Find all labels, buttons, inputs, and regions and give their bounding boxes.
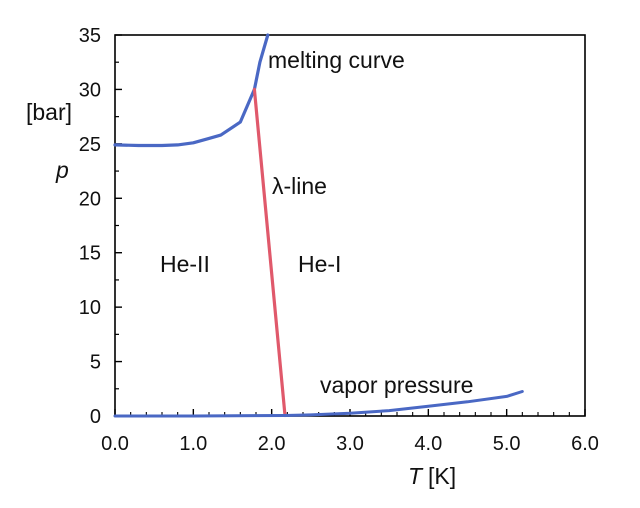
x-tick-label: 5.0 <box>493 433 521 455</box>
y-tick-label: 30 <box>79 79 101 101</box>
x-tick-label: 6.0 <box>571 433 599 455</box>
he2-region-label: He-II <box>160 251 210 277</box>
x-axis-tick-labels: 0.0 1.0 2.0 3.0 4.0 5.0 6.0 <box>101 433 599 455</box>
series-layer <box>113 33 524 418</box>
x-tick-label: 0.0 <box>101 433 129 455</box>
x-tick-label: 1.0 <box>179 433 207 455</box>
x-axis-symbol-label: T <box>408 463 424 489</box>
melting-curve-label: melting curve <box>268 47 405 73</box>
lambda-series-line <box>252 87 287 418</box>
x-axis-unit-label: [K] <box>428 463 456 489</box>
y-tick-label: 20 <box>79 188 101 210</box>
melting-series-line <box>113 33 270 148</box>
x-tick-label: 4.0 <box>414 433 442 455</box>
x-tick-label: 2.0 <box>258 433 286 455</box>
y-tick-label: 35 <box>79 25 101 47</box>
vapor-pressure-label: vapor pressure <box>320 372 473 398</box>
y-tick-label: 0 <box>90 406 101 428</box>
y-tick-label: 15 <box>79 243 101 265</box>
y-axis-tick-labels: 0 5 10 15 20 25 30 35 <box>79 25 101 428</box>
plot-frame <box>114 34 586 417</box>
lambda-line-label: λ-line <box>272 173 327 199</box>
y-tick-label: 10 <box>79 297 101 319</box>
y-tick-label: 25 <box>79 134 101 156</box>
y-axis-unit-label: [bar] <box>26 99 72 125</box>
y-axis-ticks <box>115 34 122 417</box>
y-tick-label: 5 <box>90 352 101 374</box>
x-tick-label: 3.0 <box>336 433 364 455</box>
he1-region-label: He-I <box>298 251 341 277</box>
vapor-series-line <box>113 390 524 418</box>
y-axis-symbol-label: p <box>55 157 69 183</box>
